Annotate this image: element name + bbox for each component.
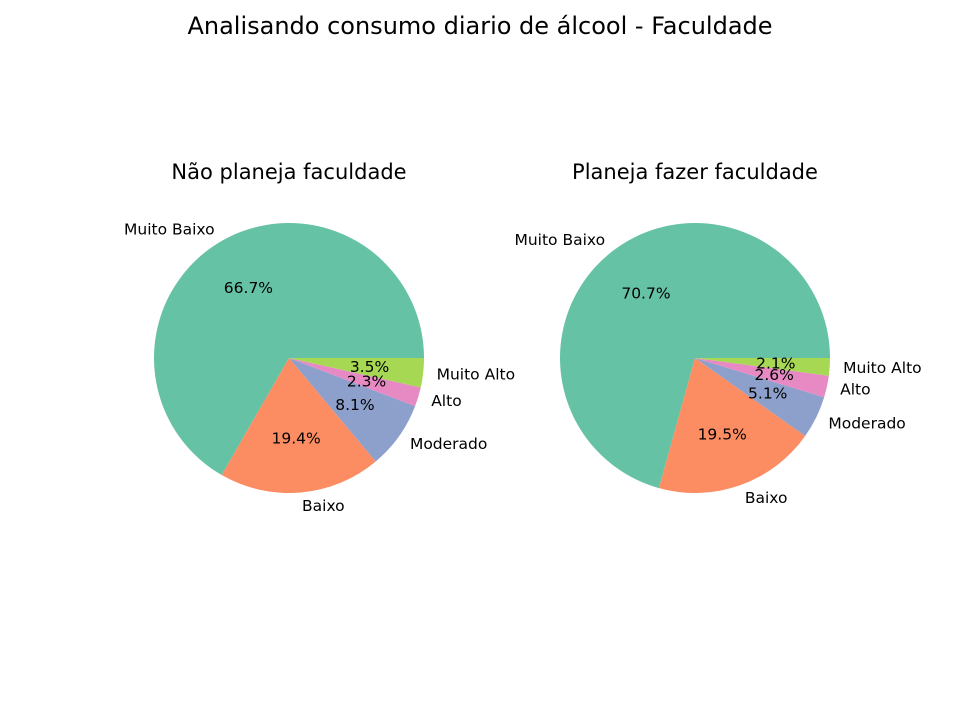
- pie-slice-planeja-muito-baixo: [560, 222, 830, 489]
- pct-label-planeja-moderado: 5.1%: [748, 385, 787, 403]
- pct-label-nao-planeja-baixo: 19.4%: [271, 430, 320, 448]
- pct-label-planeja-baixo: 19.5%: [698, 425, 747, 443]
- pct-label-nao-planeja-alto: 2.3%: [347, 372, 386, 390]
- pct-label-nao-planeja-muito-alto: 3.5%: [350, 358, 389, 376]
- slice-label-nao-planeja-moderado: Moderado: [410, 435, 487, 453]
- pie-slice-nao-planeja-muito-alto: [289, 358, 424, 388]
- pie-slice-planeja-muito-alto: [695, 358, 830, 376]
- pct-label-planeja-muito-alto: 2.1%: [756, 354, 795, 372]
- pie-slice-nao-planeja-moderado: [289, 358, 416, 462]
- pie-slice-planeja-moderado: [695, 358, 825, 436]
- pct-label-planeja-alto: 2.6%: [754, 366, 793, 384]
- pie-title-planeja: Planeja fazer faculdade: [572, 160, 818, 184]
- pie-slice-nao-planeja-muito-baixo: [153, 222, 425, 476]
- pie-chart-planeja: Planeja fazer faculdade Muito Baixo 70.7%…: [514, 160, 921, 507]
- pie-chart-nao-planeja: Não planeja faculdade Muito Baixo 66.7% Ba…: [124, 160, 515, 515]
- pie-slice-nao-planeja-alto: [289, 358, 421, 407]
- pie-title-nao-planeja: Não planeja faculdade: [171, 160, 406, 184]
- slice-label-nao-planeja-muito-alto: Muito Alto: [437, 365, 515, 383]
- slice-label-planeja-muito-alto: Muito Alto: [843, 359, 921, 377]
- slice-label-planeja-baixo: Baixo: [745, 489, 788, 507]
- pie-slice-nao-planeja-baixo: [221, 358, 376, 493]
- pie-slice-planeja-baixo: [658, 358, 806, 493]
- slice-label-planeja-moderado: Moderado: [828, 414, 905, 432]
- pie-slice-planeja-alto: [695, 358, 829, 398]
- pct-label-nao-planeja-muito-baixo: 66.7%: [224, 279, 273, 297]
- slice-label-nao-planeja-muito-baixo: Muito Baixo: [124, 220, 215, 238]
- slice-label-nao-planeja-baixo: Baixo: [302, 497, 345, 515]
- slice-label-planeja-muito-baixo: Muito Baixo: [514, 231, 605, 249]
- pct-label-nao-planeja-moderado: 8.1%: [335, 396, 374, 414]
- slice-label-planeja-alto: Alto: [840, 380, 870, 398]
- pct-label-planeja-muito-baixo: 70.7%: [621, 285, 670, 303]
- slice-label-nao-planeja-alto: Alto: [431, 392, 461, 410]
- figure-title: Analisando consumo diario de álcool - Fa…: [187, 12, 772, 40]
